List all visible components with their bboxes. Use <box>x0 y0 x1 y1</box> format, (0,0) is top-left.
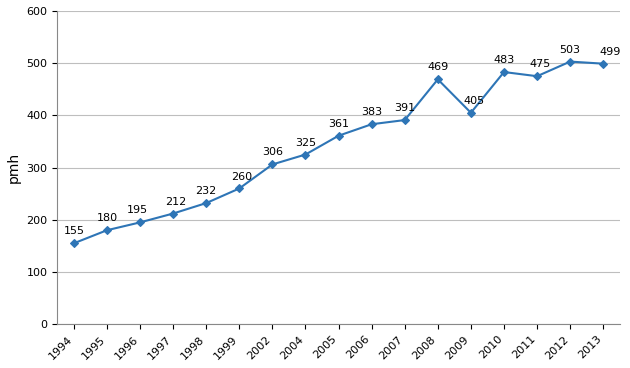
Text: 469: 469 <box>427 63 449 72</box>
Text: 260: 260 <box>232 171 253 181</box>
Text: 391: 391 <box>394 103 415 113</box>
Text: 361: 361 <box>328 119 349 129</box>
Text: 383: 383 <box>361 107 382 117</box>
Text: 155: 155 <box>64 226 84 236</box>
Text: 325: 325 <box>295 138 316 148</box>
Text: 405: 405 <box>463 96 484 106</box>
Text: 503: 503 <box>559 45 581 54</box>
Text: 195: 195 <box>127 205 148 215</box>
Text: 180: 180 <box>96 213 118 223</box>
Text: 475: 475 <box>529 59 551 69</box>
Text: 499: 499 <box>600 47 621 57</box>
Text: 483: 483 <box>493 55 515 65</box>
Text: 232: 232 <box>195 186 217 196</box>
Text: 306: 306 <box>262 148 283 158</box>
Y-axis label: pmh: pmh <box>7 152 21 183</box>
Text: 212: 212 <box>165 197 186 206</box>
